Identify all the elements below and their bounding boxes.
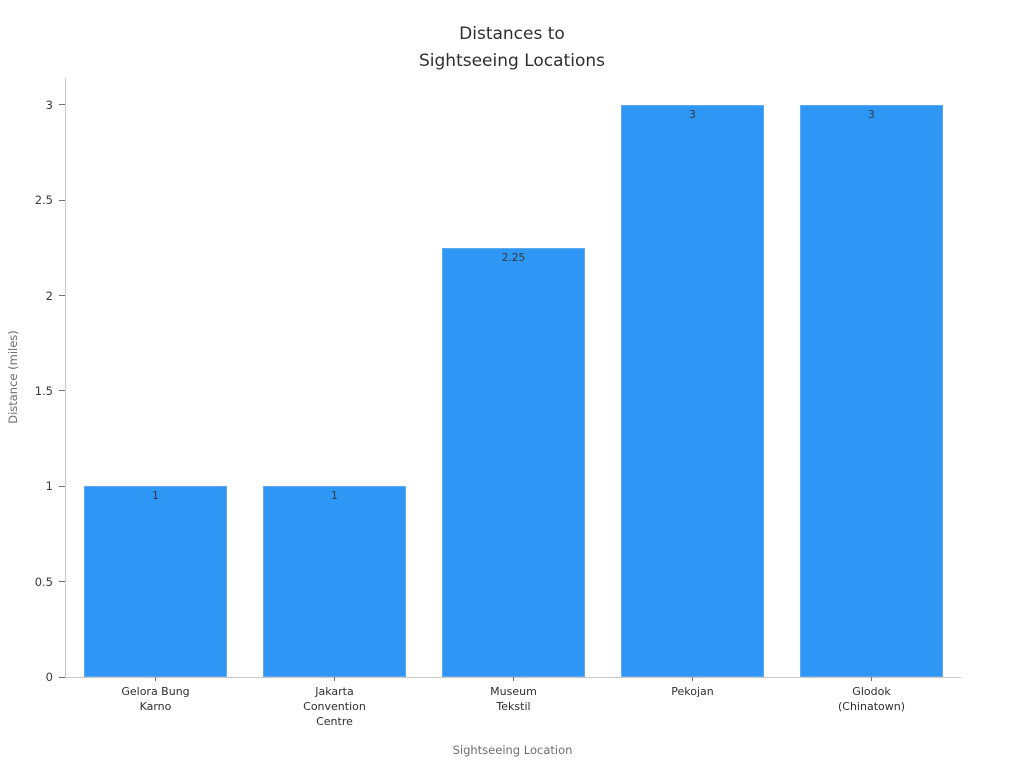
bar-value-label: 3: [868, 108, 875, 121]
bar: 1: [83, 486, 228, 677]
y-tick-label: 1: [45, 479, 53, 494]
x-tick-mark: [334, 677, 335, 681]
chart-title: Distances to Sightseeing Locations: [419, 24, 605, 71]
bar: 3: [799, 104, 944, 677]
y-axis-title: Distance (miles): [6, 330, 20, 424]
y-tick-mark: [59, 485, 65, 487]
bar-value-label: 2.25: [501, 251, 526, 264]
bar: 1: [262, 486, 407, 677]
bar-value-label: 1: [331, 490, 338, 503]
bar-value-label: 1: [152, 490, 159, 503]
x-tick-mark: [692, 677, 693, 681]
y-tick-label: 1.5: [34, 383, 53, 398]
x-category-label: Museum Tekstil: [490, 685, 537, 713]
x-category-label: Pekojan: [671, 685, 714, 698]
y-tick-label: 2.5: [34, 193, 53, 208]
y-tick-mark: [59, 104, 65, 106]
bar-value-label: 3: [689, 108, 696, 121]
bar: 3: [620, 104, 765, 677]
y-tick-label: 2: [45, 288, 53, 303]
y-tick-label: 0: [45, 670, 53, 684]
y-tick-mark: [59, 390, 65, 392]
x-category-label: Gelora Bung Karno: [121, 685, 190, 713]
x-tick-mark: [155, 677, 156, 681]
y-tick-label: 0.5: [34, 574, 53, 589]
y-tick-mark: [59, 295, 65, 297]
x-axis-title: Sightseeing Location: [452, 743, 573, 757]
x-tick-mark: [871, 677, 872, 681]
y-tick-mark: [59, 581, 65, 583]
x-category-label: Glodok (Chinatown): [837, 685, 905, 713]
x-category-label: Jakarta Convention Centre: [303, 685, 366, 728]
plot-area: 0 0.5 1 1.5 2 2.5 3 1 Gelora Bung Karno 1 Jakarta …: [35, 78, 961, 728]
bar: 2.25: [441, 247, 586, 677]
y-tick-mark: [59, 676, 65, 678]
x-tick-mark: [513, 677, 514, 681]
y-tick-label: 3: [45, 97, 53, 112]
y-tick-mark: [59, 199, 65, 201]
